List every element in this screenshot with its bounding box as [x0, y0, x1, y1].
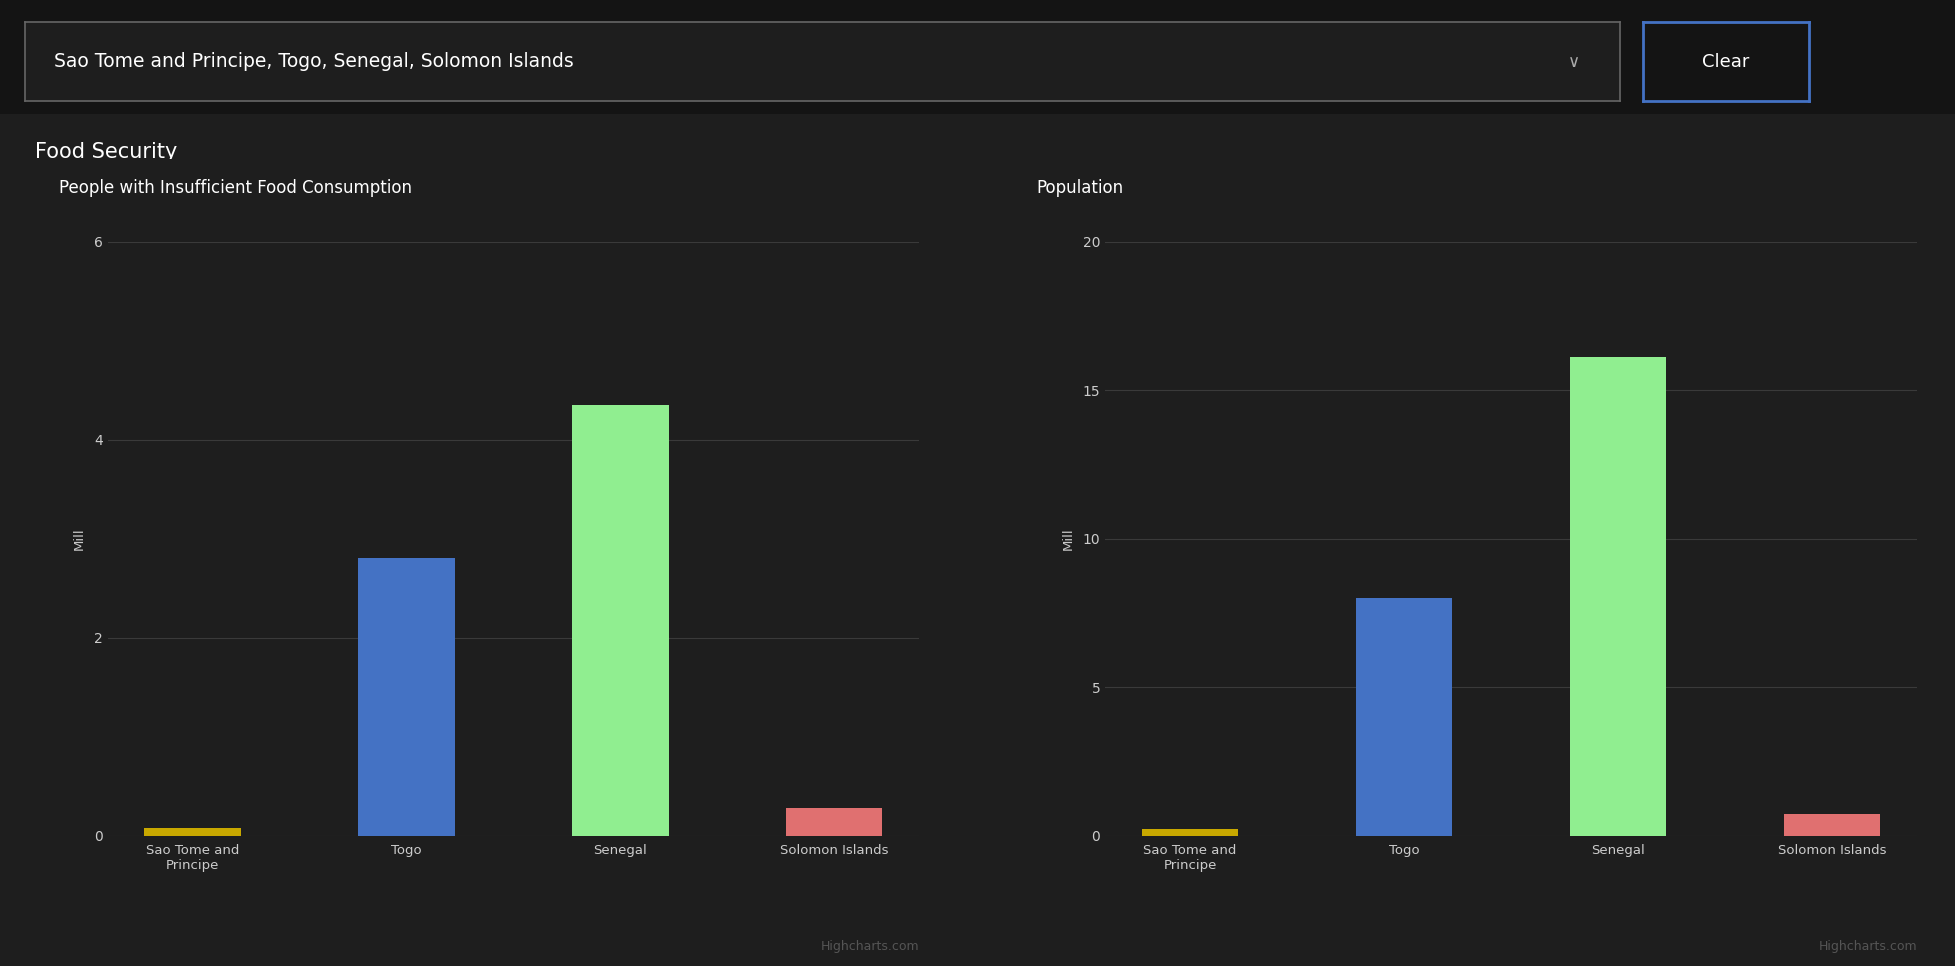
Text: Sao Tome and Principe, Togo, Senegal, Solomon Islands: Sao Tome and Principe, Togo, Senegal, So… [55, 52, 573, 71]
Bar [1355, 598, 1451, 836]
Bar [1142, 829, 1238, 836]
Text: Highcharts.com: Highcharts.com [821, 940, 919, 952]
Text: People with Insufficient Food Consumption: People with Insufficient Food Consumptio… [59, 180, 411, 197]
Text: Population: Population [1036, 180, 1124, 197]
Bar [786, 808, 882, 836]
Text: Highcharts.com: Highcharts.com [1818, 940, 1916, 952]
Text: Clear: Clear [1701, 53, 1750, 71]
Bar [1570, 357, 1666, 836]
Bar [573, 405, 669, 836]
Bar [1783, 814, 1879, 836]
Bar [358, 558, 454, 836]
Bar [145, 828, 240, 836]
Y-axis label: Mill: Mill [72, 527, 86, 550]
Text: ∨: ∨ [1566, 53, 1580, 71]
Y-axis label: Mill: Mill [1062, 527, 1073, 550]
Text: Food Security: Food Security [35, 142, 178, 162]
